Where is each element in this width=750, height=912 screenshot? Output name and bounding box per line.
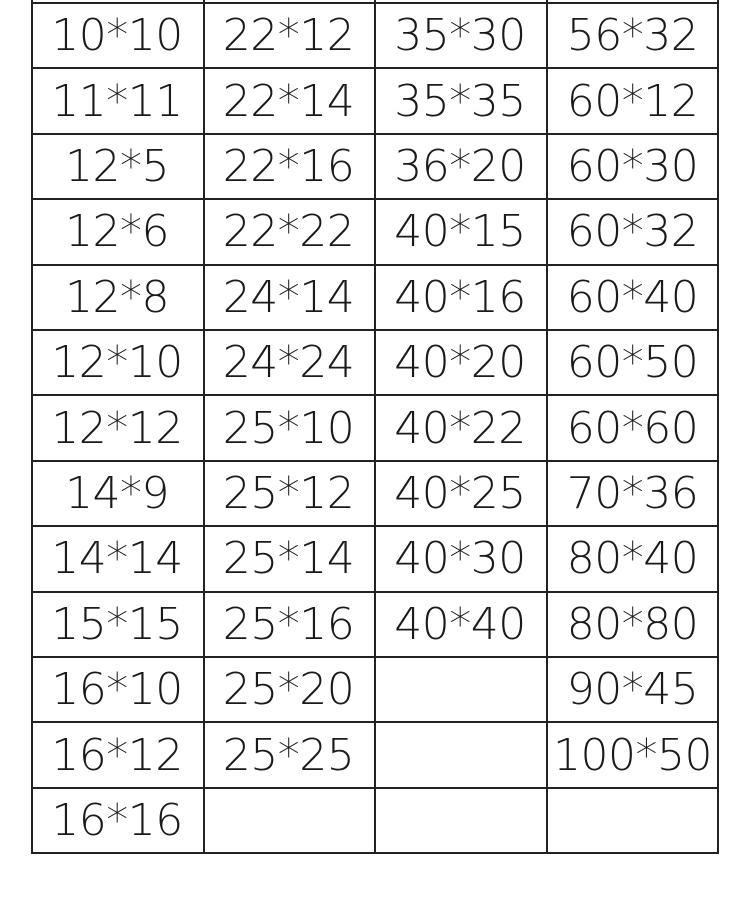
table-cell: 22*16: [222, 140, 355, 192]
row-divider: [31, 329, 719, 331]
row-divider: [31, 525, 719, 528]
table-cell: 24*24: [222, 337, 355, 389]
table-cell: 90*45: [566, 664, 699, 716]
table-cell: 16*16: [51, 794, 183, 846]
column-divider: [717, 0, 719, 854]
table-cell: 16*12: [51, 729, 183, 781]
table-cell: 22*12: [222, 10, 355, 62]
table-cell: 24*14: [222, 271, 355, 323]
table-cell: 60*50: [566, 337, 699, 389]
table-cell: 60*40: [566, 271, 699, 323]
table-cell: 12*10: [51, 337, 183, 389]
table-cell: [374, 788, 546, 853]
table-cell: 10*10: [51, 10, 183, 62]
row-divider: [31, 721, 719, 724]
table-cell: 60*32: [566, 206, 699, 258]
table-cell: 60*30: [566, 140, 699, 192]
table-cell: 25*10: [222, 402, 355, 454]
table-cell: 40*16: [394, 271, 526, 323]
table-cell: 40*25: [394, 467, 526, 519]
table-cell: 56*32: [566, 10, 699, 62]
row-divider: [31, 132, 719, 135]
row-divider: [31, 394, 719, 397]
table-cell: [546, 788, 719, 853]
table-cell: 14*9: [65, 467, 169, 519]
table-cell: 80*40: [566, 533, 699, 585]
table-cell: 35*35: [394, 75, 526, 127]
table-cell: 40*30: [394, 533, 526, 585]
table-cell: 12*8: [65, 271, 169, 323]
size-table: 10*10 11*11 12*5 12*6 12*8 12*10 12*12 14*9 14*1…: [31, 0, 719, 855]
table-cell: 40*40: [394, 598, 526, 650]
table-cell: 16*10: [51, 664, 183, 716]
table-cell: 60*60: [566, 402, 699, 454]
row-divider: [31, 656, 719, 658]
table-cell: 35*30: [394, 10, 526, 62]
table-cell: 40*22: [394, 402, 526, 454]
row-divider: [31, 67, 719, 70]
column-divider: [31, 0, 33, 854]
table-cell: 15*15: [51, 598, 183, 650]
table-cell: 70*36: [566, 467, 699, 519]
column-divider: [546, 0, 548, 854]
table-cell: 25*25: [222, 729, 355, 781]
table-cell: 36*20: [394, 140, 526, 192]
table-cell: 11*11: [51, 75, 183, 127]
table-cell: [374, 722, 546, 787]
row-divider: [31, 2, 719, 4]
table-cell: 14*14: [51, 533, 183, 585]
table-cell: 12*12: [51, 402, 183, 454]
row-divider: [31, 590, 719, 593]
table-cell: 22*22: [222, 206, 355, 258]
table-cell: 40*20: [394, 337, 526, 389]
table-cell: [203, 788, 374, 853]
table-cell: 22*14: [222, 75, 355, 127]
row-divider: [31, 852, 719, 855]
table-cell: 40*15: [394, 206, 526, 258]
table-cell: 25*12: [222, 467, 355, 519]
table-cell: 25*16: [222, 598, 355, 650]
row-divider: [31, 263, 719, 266]
row-divider: [31, 198, 719, 201]
table-cell: 100*50: [553, 729, 712, 781]
row-divider: [31, 459, 719, 462]
table-cell: 25*14: [222, 533, 355, 585]
row-divider: [31, 786, 719, 789]
column-divider: [203, 0, 205, 854]
table-cell: 60*12: [566, 75, 699, 127]
table-cell: 80*80: [566, 598, 699, 650]
table-cell: 12*5: [65, 140, 169, 192]
table-cell: 25*20: [222, 664, 355, 716]
table-cell: [374, 657, 546, 722]
column-divider: [374, 0, 376, 854]
table-cell: 12*6: [65, 206, 169, 258]
